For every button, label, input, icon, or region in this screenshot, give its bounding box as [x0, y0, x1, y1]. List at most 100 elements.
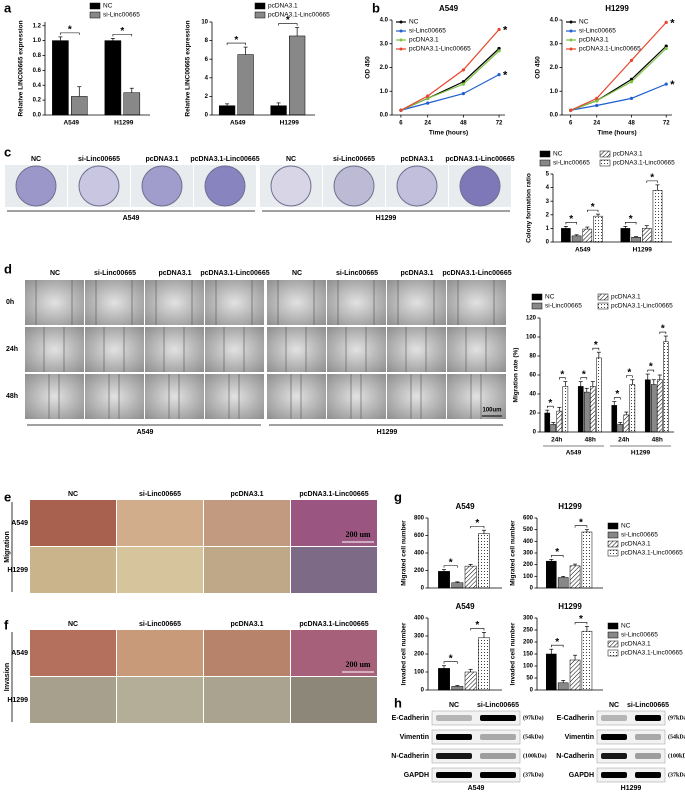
y-tick-label: 0 — [421, 688, 425, 694]
significance-bracket — [278, 23, 298, 26]
significance-bracket — [470, 628, 485, 631]
x-axis-label: Time (hours) — [429, 130, 468, 137]
bar — [451, 686, 464, 691]
legend-swatch — [607, 540, 619, 548]
column-label: NC — [292, 270, 302, 277]
legend-label: si-Linc00665 — [621, 632, 658, 639]
bar — [52, 40, 69, 116]
column-label: pcDNA3.1 — [400, 156, 433, 163]
y-tick-label: 600 — [523, 516, 534, 522]
legend-label: pcDNA3.1 — [579, 37, 609, 44]
y-tick-label: 300 — [523, 551, 534, 557]
bar — [657, 379, 663, 433]
legend-label: NC — [621, 523, 631, 530]
blot-band — [635, 734, 661, 740]
point — [629, 96, 634, 100]
legend-label: pcDNA3.1-Linc00665 — [621, 650, 683, 657]
transwell-photo — [291, 677, 377, 723]
lane-label: NC — [609, 702, 619, 709]
y-tick-label: 0 — [421, 586, 425, 592]
significance-bracket — [470, 525, 485, 529]
significance-label: * — [579, 517, 583, 528]
point — [595, 103, 599, 108]
column-label: pcDNA3.1-Linc00665 — [200, 270, 269, 277]
protein-label: GAPDH — [404, 772, 429, 779]
significance-bracket — [443, 565, 458, 568]
group-label: H1299 — [376, 215, 397, 222]
y-tick-label: 3.0 — [550, 41, 559, 47]
legend-label: pcDNA3.1-Linc00665 — [613, 160, 675, 167]
transwell-photo — [117, 630, 203, 676]
point — [595, 99, 599, 103]
legend-marker — [569, 47, 573, 51]
significance-bracket — [574, 525, 588, 528]
column-label: pcDNA3.1-Linc00665 — [445, 156, 514, 163]
significance-label: * — [591, 202, 595, 213]
y-tick-label: 0 — [546, 240, 550, 246]
y-tick-label: 6 — [205, 57, 209, 63]
significance-bracket — [646, 180, 658, 183]
column-label: pcDNA3.1-Linc00665 — [299, 491, 368, 498]
significance-bracket — [550, 555, 564, 558]
size-label: (54kDa) — [523, 733, 544, 740]
legend-swatch — [607, 549, 619, 557]
y-tick-label: 400 — [414, 551, 425, 557]
blot-band — [635, 753, 661, 759]
y-tick-label: 60 — [529, 373, 536, 379]
column-label: pcDNA3.1 — [230, 621, 263, 628]
point — [461, 68, 465, 72]
bar — [545, 653, 557, 691]
size-label: (37kDa) — [668, 771, 685, 778]
legend-swatch — [607, 631, 619, 639]
significance-label: * — [286, 15, 290, 26]
legend-swatch — [89, 2, 101, 10]
blot-strip — [596, 767, 666, 783]
size-label: (97kDa) — [523, 714, 544, 721]
significance-label: * — [569, 214, 573, 225]
blot-strip — [596, 710, 666, 726]
x-axis-label: Time (hours) — [597, 130, 636, 137]
x-tick-label: 48 — [628, 121, 635, 127]
panel-label: g — [394, 489, 402, 504]
chart-title: A549 — [455, 502, 475, 511]
group-label: A549 — [123, 215, 140, 222]
blot-band — [480, 734, 516, 740]
bar — [438, 571, 450, 589]
significance-bracket — [550, 644, 564, 648]
significance-label: * — [582, 369, 586, 380]
y-tick-label: 3 — [546, 199, 550, 205]
transwell-photo — [117, 677, 203, 723]
x-tick-label: 24h — [618, 437, 629, 444]
y-tick-label: 0 — [205, 113, 209, 119]
legend-label: NC — [103, 3, 113, 10]
transwell-photo — [204, 677, 290, 723]
blot-strip — [431, 710, 521, 726]
bar — [642, 228, 652, 243]
y-tick-label: 2.0 — [380, 65, 389, 71]
significance-bracket — [587, 209, 599, 213]
legend-label: pcDNA3.1 — [268, 3, 298, 10]
blot-band — [436, 753, 472, 759]
y-tick-label: 200 — [414, 568, 425, 574]
panel-label: f — [4, 617, 9, 632]
point — [461, 80, 465, 84]
wound-photo — [85, 327, 144, 372]
y-tick-label: 0.6 — [33, 68, 42, 74]
column-label: NC — [286, 156, 296, 163]
y-axis-label: Invaded cell number — [510, 622, 517, 685]
lane-label: NC — [449, 702, 459, 709]
wound-photo — [447, 280, 506, 325]
significance-label: * — [68, 25, 72, 36]
significance-bracket — [626, 375, 633, 378]
significance-bracket — [565, 222, 577, 225]
lane-label: si-Linc00665 — [477, 702, 519, 709]
y-tick-label: 0.4 — [33, 83, 42, 89]
legend-label: si-Linc00665 — [621, 532, 658, 539]
wound-photo — [85, 374, 144, 419]
y-axis-label: Relative LINC00665 expression — [185, 20, 192, 116]
significance-bracket — [574, 622, 588, 625]
bar — [583, 391, 590, 433]
bar — [631, 236, 641, 243]
significance-label: * — [120, 26, 124, 37]
legend-swatch — [597, 293, 609, 301]
